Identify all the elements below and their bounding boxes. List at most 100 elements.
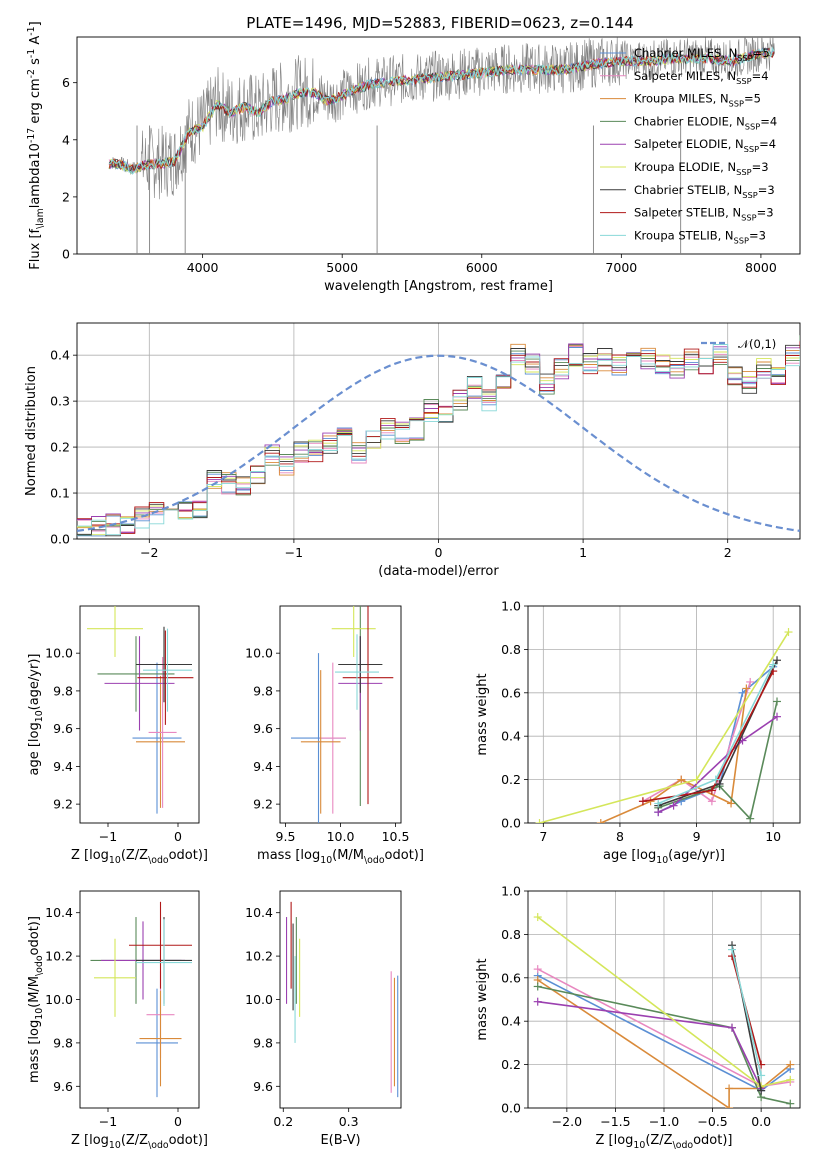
mass-vs-age-panel: 9.5 10.0 10.5 9.2 9.4 9.6 9.8 10.0 mass [log10(M… (245, 605, 424, 866)
y-tick-label: 9.6 (253, 721, 273, 736)
axes-frame (76, 36, 801, 255)
y-tick-label: 0.4 (501, 1014, 521, 1029)
x-tick-label: −1 (99, 829, 117, 844)
y-tick-label: 0.0 (501, 816, 521, 831)
x-tick-label: −2 (140, 545, 158, 560)
x-tick-label: −1.0 (649, 1114, 679, 1129)
axes-frame (79, 890, 200, 1109)
y-tick-label: 9.2 (253, 797, 273, 812)
x-tick-label: 0 (435, 545, 443, 560)
x-tick-label: 4000 (187, 260, 219, 275)
x-tick-label: 2 (724, 545, 732, 560)
y-axis-label: age [log10(age/yr)] (27, 654, 45, 776)
spectrum-model-line (108, 47, 775, 175)
y-tick-label: 10.0 (45, 992, 73, 1007)
histogram-step-line (77, 341, 800, 534)
x-tick-label: −1 (285, 545, 303, 560)
weight-line (642, 681, 751, 803)
y-tick-label: 10.0 (245, 646, 273, 661)
axes-frame (79, 605, 200, 824)
axes-frame (527, 890, 801, 1109)
x-axis-label: wavelength [Angstrom, rest frame] (324, 279, 553, 294)
plot-area (77, 335, 800, 537)
x-tick-label: −1 (99, 1114, 117, 1129)
y-tick-label: 9.8 (53, 683, 73, 698)
y-tick-label: 0.6 (501, 970, 521, 985)
plot-area (535, 628, 793, 823)
legend-label: Salpeter ELODIE, NSSP=4 (634, 137, 776, 154)
x-tick-label: 0.0 (751, 1114, 771, 1129)
plot-area (291, 606, 394, 823)
x-axis-label: E(B-V) (320, 1133, 360, 1148)
spectrum-panel: 4000 5000 6000 7000 8000 0 2 4 6 wavelength [Angs… (26, 21, 801, 294)
legend-label: Salpeter MILES, NSSP=4 (634, 69, 769, 86)
y-tick-label: 0.2 (50, 440, 70, 455)
axes-frame (76, 322, 801, 540)
x-axis-label: mass [log10(M/M\odoodot)] (257, 848, 424, 866)
x-tick-label: 0.2 (273, 1114, 293, 1129)
weight-line (537, 1000, 762, 1089)
y-axis-label: mass weight (475, 673, 490, 755)
x-tick-label: −1.5 (600, 1114, 630, 1129)
axes-frame (279, 605, 402, 824)
y-tick-label: 9.6 (53, 721, 73, 736)
x-tick-label: 8000 (745, 260, 777, 275)
y-tick-label: 1.0 (501, 599, 521, 614)
y-tick-label: 9.6 (253, 1079, 273, 1094)
x-tick-label: 7 (539, 829, 547, 844)
residuals-panel: −2 −1 0 1 2 0.0 0.1 0.2 0.3 0.4 (data-model)/error… (24, 322, 801, 579)
axes-frame (527, 605, 801, 824)
spectrum-model-line (108, 46, 775, 175)
x-axis-label: Z [log10(Z/Z\odoodot)] (71, 848, 208, 866)
x-tick-label: 0 (174, 1114, 182, 1129)
y-tick-label: 9.4 (53, 759, 73, 774)
z-vs-weight-panel: −2.0 −1.5 −1.0 −0.5 0.0 0.0 0.2 0.4 0.6 0.8 1.0 Z [… (475, 884, 801, 1151)
spectrum-model-line (108, 48, 775, 173)
ebv-vs-mass-panel: 0.2 0.3 9.6 9.8 10.0 10.2 10.4 E(B-V) (245, 890, 402, 1148)
x-tick-label: 9.5 (276, 829, 296, 844)
legend-label: Chabrier ELODIE, NSSP=4 (634, 114, 777, 131)
figure-title: PLATE=1496, MJD=52883, FIBERID=0623, z=0… (246, 14, 633, 32)
spectrum-model-line (108, 47, 775, 173)
x-axis-label: Z [log10(Z/Z\odoodot)] (595, 1133, 732, 1151)
legend-label: Chabrier STELIB, NSSP=3 (634, 183, 775, 200)
x-axis-label: (data-model)/error (378, 564, 499, 579)
y-tick-label: 0.8 (501, 927, 521, 942)
spectrum-model-line (108, 47, 775, 173)
y-axis-label: Normed distribution (24, 366, 39, 496)
x-tick-label: 10.5 (382, 829, 410, 844)
legend-label: Kroupa ELODIE, NSSP=3 (634, 160, 769, 177)
x-tick-label: 9 (693, 829, 701, 844)
weight-line (657, 716, 778, 813)
x-tick-label: 8 (616, 829, 624, 844)
histogram-step-line (77, 344, 800, 536)
plot-area (87, 606, 194, 814)
y-tick-label: 10.4 (245, 905, 273, 920)
y-tick-label: 9.2 (53, 797, 73, 812)
x-tick-label: 7000 (605, 260, 637, 275)
legend-label: Chabrier MILES, NSSP=5 (634, 46, 770, 63)
x-tick-label: −0.5 (697, 1114, 727, 1129)
y-tick-label: 0.3 (50, 394, 70, 409)
z-vs-mass-panel: −1 0 9.6 9.8 10.0 10.2 10.4 Z [log10(Z/Z\odoodo… (27, 890, 208, 1151)
x-axis-label: age [log10(age/yr)] (603, 848, 725, 866)
y-tick-label: 0.2 (501, 772, 521, 787)
x-tick-label: 10 (765, 829, 781, 844)
y-tick-label: 9.6 (53, 1079, 73, 1094)
plot-area (533, 913, 795, 1108)
y-tick-label: 4 (62, 132, 70, 147)
x-tick-label: 0.3 (339, 1114, 359, 1129)
y-tick-label: 0.8 (501, 642, 521, 657)
weight-line (539, 631, 790, 823)
legend-label: Salpeter STELIB, NSSP=3 (634, 206, 774, 223)
x-tick-label: 1 (579, 545, 587, 560)
y-tick-label: 9.8 (53, 1035, 73, 1050)
y-axis-label: Flux [f\lamlambda10-17 erg cm-2 s-1 A-1] (26, 21, 46, 269)
x-axis-label: Z [log10(Z/Z\odoodot)] (71, 1133, 208, 1151)
y-tick-label: 0 (62, 247, 70, 262)
age-vs-weight-panel: 7 8 9 10 0.0 0.2 0.4 0.6 0.8 1.0 age [log10(age/yr… (475, 599, 801, 866)
weight-line (731, 949, 762, 1076)
legend-label: 𝒩(0,1) (738, 337, 776, 351)
x-tick-label: 10.0 (327, 829, 355, 844)
legend-label: Kroupa STELIB, NSSP=3 (634, 228, 766, 245)
